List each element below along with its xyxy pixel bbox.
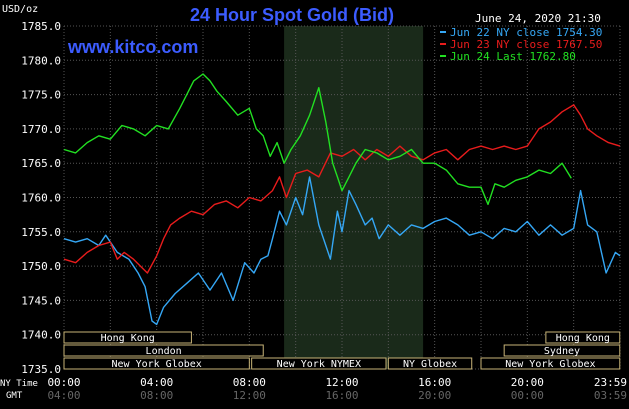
grid-lines bbox=[63, 25, 621, 370]
x-tick-label-ny: 00:00 bbox=[47, 376, 80, 389]
x-axis-ticks: 00:0004:0004:0008:0008:0012:0012:0016:00… bbox=[47, 376, 627, 402]
timestamp: June 24, 2020 21:30 bbox=[475, 12, 601, 25]
market-session-label: London bbox=[146, 346, 182, 357]
market-session-label: New York Globex bbox=[505, 359, 595, 370]
series-line bbox=[63, 104, 621, 274]
y-tick-label: 1755.0 bbox=[21, 226, 61, 239]
x-tick-label-gmt: 20:00 bbox=[418, 389, 451, 402]
legend-entry: Jun 23 NY close 1767.50 bbox=[450, 38, 602, 51]
chart-title: 24 Hour Spot Gold (Bid) bbox=[190, 5, 394, 25]
x-tick-label-ny: 16:00 bbox=[418, 376, 451, 389]
x-tick-label-ny: 12:00 bbox=[325, 376, 358, 389]
gmt-label: GMT bbox=[6, 391, 23, 401]
y-tick-label: 1740.0 bbox=[21, 329, 61, 342]
market-session-box bbox=[63, 331, 192, 344]
y-tick-label: 1780.0 bbox=[21, 54, 61, 67]
market-session-box bbox=[63, 344, 264, 357]
series-line bbox=[63, 176, 621, 326]
legend-entry: Jun 22 NY close 1754.30 bbox=[450, 26, 602, 39]
market-session-label: New York Globex bbox=[112, 359, 202, 370]
market-session-label: New York NYMEX bbox=[277, 359, 361, 370]
y-tick-label: 1760.0 bbox=[21, 192, 61, 205]
x-tick-label-ny: 08:00 bbox=[233, 376, 266, 389]
x-tick-label-gmt: 03:59 bbox=[594, 389, 627, 402]
y-tick-label: 1765.0 bbox=[21, 157, 61, 170]
y-tick-label: 1735.0 bbox=[21, 363, 61, 376]
y-tick-label: 1785.0 bbox=[21, 20, 61, 33]
ny-time-label: NY Time bbox=[0, 379, 38, 389]
y-unit-label: USD/oz bbox=[2, 4, 38, 15]
x-tick-label-gmt: 16:00 bbox=[325, 389, 358, 402]
y-tick-label: 1770.0 bbox=[21, 123, 61, 136]
market-session-label: Hong Kong bbox=[101, 333, 155, 344]
market-session-label: NY Globex bbox=[403, 359, 457, 370]
website-label: www.kitco.com bbox=[67, 37, 198, 57]
market-session-box bbox=[387, 357, 473, 370]
x-tick-label-ny: 23:59 bbox=[594, 376, 627, 389]
market-session-box bbox=[503, 344, 621, 357]
x-tick-label-gmt: 08:00 bbox=[140, 389, 173, 402]
market-session-box bbox=[63, 357, 250, 370]
legend-entry: Jun 24 Last 1762.80 bbox=[450, 50, 576, 63]
y-tick-label: 1750.0 bbox=[21, 260, 61, 273]
y-tick-label: 1775.0 bbox=[21, 89, 61, 102]
y-axis-ticks: 1785.0 1780.0 1775.0 1770.0 1765.0 1760.0 1755… bbox=[21, 20, 61, 376]
x-tick-label-gmt: 04:00 bbox=[47, 389, 80, 402]
y-tick-label: 1745.0 bbox=[21, 294, 61, 307]
series-line bbox=[63, 73, 572, 206]
market-sessions: Hong Kong Hong Kong London Sydney New York G… bbox=[63, 331, 621, 370]
x-tick-label-gmt: 00:00 bbox=[511, 389, 544, 402]
market-session-label: Sydney bbox=[544, 346, 580, 357]
market-session-label: Hong Kong bbox=[556, 333, 610, 344]
market-session-box bbox=[480, 357, 621, 370]
x-tick-label-gmt: 12:00 bbox=[233, 389, 266, 402]
market-session-box bbox=[251, 357, 387, 370]
x-tick-label-ny: 04:00 bbox=[140, 376, 173, 389]
market-session-box bbox=[545, 331, 621, 344]
x-tick-label-ny: 20:00 bbox=[511, 376, 544, 389]
series-lines bbox=[63, 73, 621, 326]
